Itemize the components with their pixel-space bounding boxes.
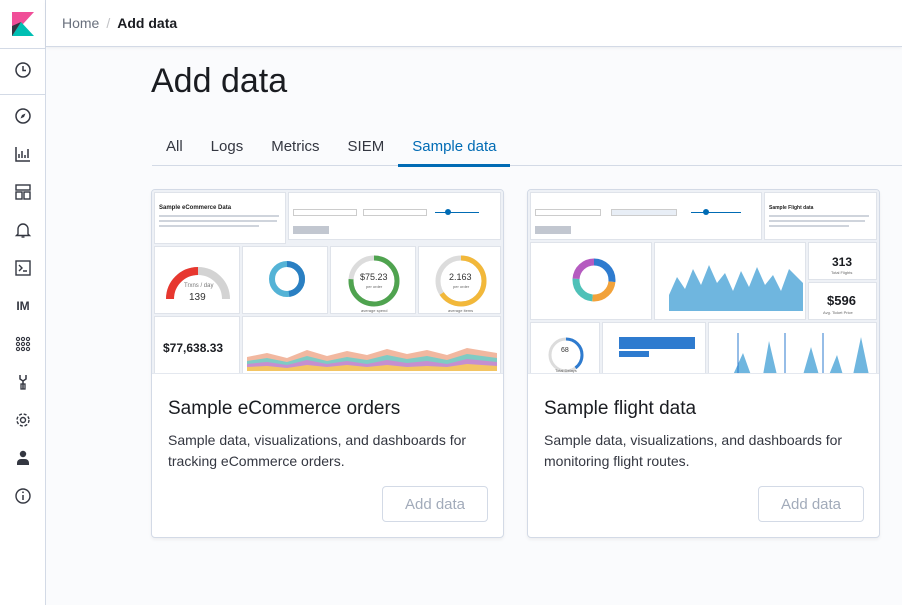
avg-ticket-price-panel: $596 Avg. Ticket Price bbox=[808, 282, 877, 320]
side-nav: IM bbox=[0, 0, 46, 605]
alert-bell-icon[interactable] bbox=[11, 218, 35, 242]
ecommerce-add-data-button[interactable]: Add data bbox=[382, 486, 488, 522]
nav-divider bbox=[0, 48, 46, 49]
settings-gear-icon[interactable] bbox=[11, 408, 35, 432]
avg-items-sub: per order bbox=[453, 284, 470, 289]
avg-spend-label: average spend bbox=[361, 308, 388, 313]
total-delays-value: 68 bbox=[561, 347, 569, 354]
avg-spend-panel: $75.23 per order average spend bbox=[330, 246, 416, 314]
controls-panel bbox=[288, 192, 501, 240]
sales-by-category-panel bbox=[242, 316, 501, 373]
breadcrumb-home[interactable]: Home bbox=[62, 15, 100, 31]
flight-card-title: Sample flight data bbox=[544, 398, 697, 419]
apps-grid-icon[interactable] bbox=[11, 332, 35, 356]
dashboard-icon[interactable] bbox=[11, 180, 35, 204]
markdown-panel: Sample eCommerce Data bbox=[154, 192, 286, 244]
user-icon[interactable] bbox=[11, 446, 35, 470]
airline-carrier-panel bbox=[530, 242, 652, 320]
header-breadcrumb: Home / Add data bbox=[46, 0, 902, 47]
flight-card-description: Sample data, visualizations, and dashboa… bbox=[544, 432, 843, 469]
revenue-value: $77,638.33 bbox=[163, 341, 224, 355]
tab-logs[interactable]: Logs bbox=[210, 137, 244, 155]
tab-siem[interactable]: SIEM bbox=[347, 137, 385, 155]
im-label: IM bbox=[16, 299, 30, 313]
flight-sample-card: Sample Flight data 313 Total Flights $59… bbox=[527, 189, 880, 538]
ecommerce-card-title: Sample eCommerce orders bbox=[168, 398, 401, 419]
total-flights-panel: 313 Total Flights bbox=[808, 242, 877, 280]
total-delays-panel: 68 Total Delays bbox=[530, 322, 600, 373]
console-icon[interactable] bbox=[11, 256, 35, 280]
gender-donut-panel bbox=[242, 246, 328, 314]
tab-metrics[interactable]: Metrics bbox=[271, 137, 320, 155]
flight-controls-panel bbox=[530, 192, 762, 240]
total-flights-label: Total Flights bbox=[831, 270, 853, 275]
trxns-value: 139 bbox=[189, 292, 206, 303]
dev-tools-wrench-icon[interactable] bbox=[11, 370, 35, 394]
trxns-label: Trxns / day bbox=[184, 283, 214, 289]
flight-markdown-panel: Sample Flight data bbox=[764, 192, 877, 240]
visualize-icon[interactable] bbox=[11, 142, 35, 166]
flight-markdown-title: Sample Flight data bbox=[769, 205, 814, 211]
kibana-logo[interactable] bbox=[12, 12, 34, 36]
flight-count-panel bbox=[654, 242, 806, 320]
flight-dashboard-preview: Sample Flight data 313 Total Flights $59… bbox=[528, 190, 879, 374]
trxns-gauge-panel: Trxns / day 139 bbox=[154, 246, 240, 314]
clock-icon[interactable] bbox=[11, 58, 35, 82]
tab-sample-data[interactable]: Sample data bbox=[398, 126, 511, 167]
avg-items-panel: 2.163 per order average items bbox=[418, 246, 501, 314]
flight-add-data-button[interactable]: Add data bbox=[758, 486, 864, 522]
preview-markdown-title: Sample eCommerce Data bbox=[159, 205, 232, 211]
total-revenue-panel: $77,638.33 bbox=[154, 316, 240, 373]
tab-all[interactable]: All bbox=[166, 137, 183, 155]
avg-spend-value: $75.23 bbox=[360, 272, 388, 282]
breadcrumb-separator: / bbox=[106, 15, 111, 31]
ecommerce-sample-card: Sample eCommerce Data Trxns / day 139 bbox=[151, 189, 504, 538]
flight-delays-panel bbox=[602, 322, 706, 373]
total-flights-value: 313 bbox=[832, 255, 853, 269]
total-delays-label: Total Delays bbox=[555, 368, 577, 373]
tabs-bar: All Logs Metrics SIEM Sample data bbox=[152, 126, 902, 167]
avg-spend-sub: per order bbox=[366, 284, 383, 289]
avg-items-value: 2.163 bbox=[449, 272, 472, 282]
compass-icon[interactable] bbox=[11, 104, 35, 128]
info-icon[interactable] bbox=[11, 484, 35, 508]
infra-monitoring-icon[interactable]: IM bbox=[11, 294, 35, 318]
delays-cancellations-panel bbox=[708, 322, 877, 373]
page-title: Add data bbox=[151, 62, 288, 100]
nav-divider bbox=[0, 94, 46, 95]
ecommerce-dashboard-preview: Sample eCommerce Data Trxns / day 139 bbox=[152, 190, 503, 374]
avg-items-label: average items bbox=[448, 308, 474, 313]
avg-price-label: Avg. Ticket Price bbox=[823, 310, 853, 315]
ecommerce-card-description: Sample data, visualizations, and dashboa… bbox=[168, 432, 467, 469]
breadcrumb-current: Add data bbox=[117, 15, 178, 31]
avg-price-value: $596 bbox=[827, 293, 856, 308]
